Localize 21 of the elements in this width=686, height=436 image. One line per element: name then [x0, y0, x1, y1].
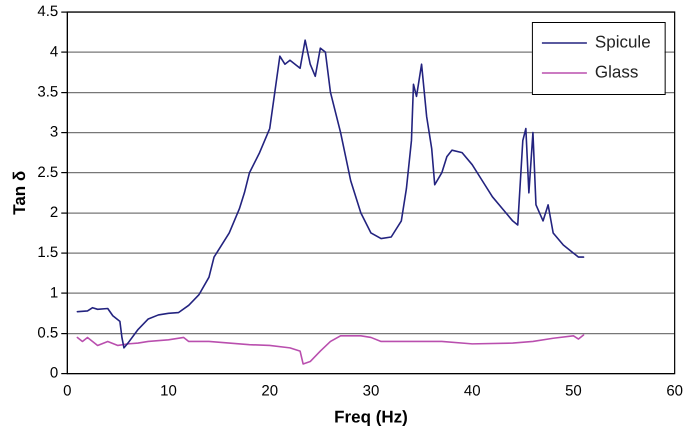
y-tick-label: 4.5	[37, 3, 58, 20]
legend-label: Spicule	[594, 32, 651, 52]
y-tick-label: 3	[50, 124, 58, 141]
y-tick-label: 1.5	[37, 244, 58, 262]
x-tick-label: 0	[63, 382, 72, 400]
y-tick-label: 0.5	[37, 324, 58, 342]
y-tick-label: 1	[50, 284, 58, 302]
y-tick-label: 4	[50, 43, 58, 60]
y-tick-label: 0	[50, 364, 58, 382]
legend-label: Glass	[594, 62, 638, 82]
x-tick-label: 30	[362, 382, 380, 400]
y-axis-title: Tan δ	[10, 170, 29, 215]
x-tick-label: 50	[565, 382, 582, 400]
y-tick-label: 2	[50, 204, 58, 222]
x-tick-label: 60	[666, 382, 683, 400]
x-tick-label: 10	[160, 382, 177, 400]
x-tick-label: 40	[464, 382, 481, 400]
y-tick-label: 3.5	[37, 83, 58, 100]
x-axis-title: Freq (Hz)	[334, 407, 408, 426]
y-tick-label: 2.5	[37, 164, 58, 181]
x-tick-label: 20	[261, 382, 278, 400]
